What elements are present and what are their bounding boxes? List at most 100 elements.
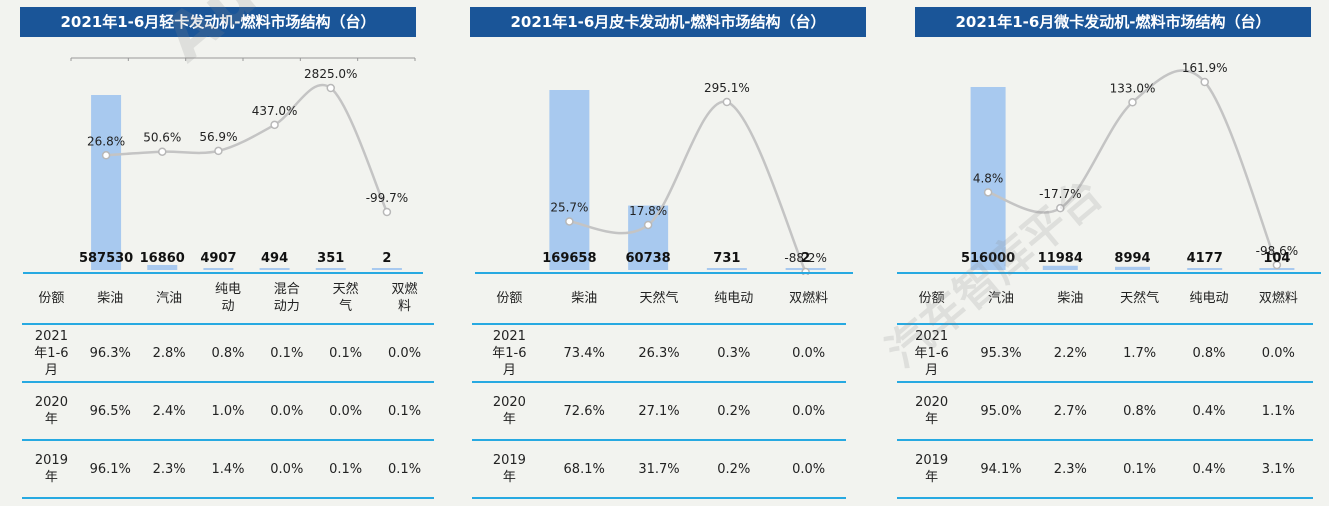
- bar-value-label: 169658: [542, 251, 596, 266]
- table-row: 2020 年 72.6% 27.1% 0.2% 0.0%: [472, 382, 846, 441]
- share-cell: 96.3%: [80, 324, 140, 383]
- growth-label: 56.9%: [199, 130, 237, 144]
- bar: [91, 95, 122, 270]
- line-point: [158, 147, 167, 156]
- share-cell: 72.6%: [546, 382, 622, 441]
- share-cell: 0.4%: [1174, 382, 1244, 441]
- table-header-cell: 纯电动: [1174, 273, 1244, 325]
- table-row: 2021 年1-6 月 95.3% 2.2% 1.7% 0.8% 0.0%: [897, 324, 1313, 383]
- share-cell: 0.0%: [1243, 324, 1313, 383]
- table-header-row: 份额 柴油 天然气 纯电动 双燃料: [472, 273, 846, 325]
- mini-truck-panel: 2021年1-6月微卡发动机-燃料市场结构（台） 4.8% -17.7% 133.0…: [885, 0, 1329, 506]
- share-cell: 96.1%: [80, 440, 140, 499]
- share-cell: 2.4%: [139, 382, 199, 441]
- bar-value-label: 11984: [1038, 251, 1083, 266]
- mini-truck-chart: 4.8% -17.7% 133.0% 161.9% -98.6% 516000 11984 8…: [897, 61, 1321, 274]
- row-label-cell: 2021 年1-6 月: [472, 324, 547, 383]
- share-cell: 0.0%: [257, 440, 317, 499]
- table-header-cell: 纯电动: [198, 273, 258, 325]
- bar: [147, 264, 178, 270]
- bar-value-label: 4177: [1187, 251, 1223, 266]
- light-truck-chart-title: 2021年1-6月轻卡发动机-燃料市场结构（台）: [20, 7, 416, 37]
- share-cell: 0.1%: [316, 324, 376, 383]
- share-cell: 2.3%: [139, 440, 199, 499]
- table-header-cell: 双燃料: [771, 273, 846, 325]
- share-cell: 0.0%: [257, 382, 317, 441]
- bar-value-label: 587530: [79, 251, 133, 266]
- row-label-cell: 2021 年1-6 月: [22, 324, 81, 383]
- share-cell: 95.3%: [966, 324, 1036, 383]
- bar: [549, 90, 590, 270]
- bar: [259, 268, 290, 270]
- table-header-cell: 份额: [897, 273, 967, 325]
- row-label-cell: 2020 年: [897, 382, 967, 441]
- bar-value-label: 104: [1263, 251, 1290, 266]
- table-header-cell: 天然气: [316, 273, 376, 325]
- share-cell: 26.3%: [621, 324, 697, 383]
- bar-value-label: 8994: [1114, 251, 1150, 266]
- growth-label: 295.1%: [704, 81, 750, 95]
- share-cell: 27.1%: [621, 382, 697, 441]
- share-cell: 1.0%: [198, 382, 258, 441]
- table-row: 2021 年1-6 月 73.4% 26.3% 0.3% 0.0%: [472, 324, 846, 383]
- growth-label: -88.2%: [784, 251, 826, 265]
- bar-value-label: 351: [317, 251, 344, 266]
- pickup-panel: 2021年1-6月皮卡发动机-燃料市场结构（台） 25.7% 17.8% 295.1…: [445, 0, 885, 506]
- share-cell: 0.3%: [696, 324, 772, 383]
- table-row: 2019 年 96.1% 2.3% 1.4% 0.0% 0.1% 0.1%: [22, 440, 434, 499]
- growth-label: 25.7%: [550, 200, 588, 214]
- line-point: [270, 120, 279, 130]
- share-cell: 0.2%: [696, 382, 772, 441]
- table-header-cell: 双燃料: [375, 273, 434, 325]
- share-cell: 2.2%: [1035, 324, 1105, 383]
- bar: [628, 205, 669, 270]
- table-row: 2019 年 68.1% 31.7% 0.2% 0.0%: [472, 440, 846, 499]
- share-cell: 96.5%: [80, 382, 140, 441]
- bar-value-label: 16860: [140, 251, 185, 266]
- share-cell: 0.4%: [1174, 440, 1244, 499]
- table-header-cell: 汽油: [966, 273, 1036, 325]
- growth-label: 26.8%: [87, 134, 125, 148]
- row-label-cell: 2021 年1-6 月: [897, 324, 967, 383]
- growth-label: 133.0%: [1110, 81, 1156, 95]
- bar: [1042, 265, 1078, 270]
- growth-label: 50.6%: [143, 131, 181, 145]
- table-header-cell: 柴油: [1035, 273, 1105, 325]
- share-cell: 95.0%: [966, 382, 1036, 441]
- bar: [706, 268, 747, 270]
- growth-line: [987, 69, 1279, 266]
- share-cell: 0.0%: [375, 324, 434, 383]
- growth-label: 4.8%: [973, 171, 1004, 185]
- pickup-share-table: 份额 柴油 天然气 纯电动 双燃料 2021 年1-6 月 73.4% 26.3% 0.3% 0.0%…: [472, 273, 846, 499]
- row-label-cell: 2019 年: [897, 440, 967, 499]
- growth-label: 2825.0%: [304, 67, 357, 81]
- line-point: [643, 220, 653, 230]
- share-cell: 94.1%: [966, 440, 1036, 499]
- light-truck-panel: 2021年1-6月轻卡发动机-燃料市场结构（台） 26.8% 50.6% 56.9%…: [0, 0, 445, 506]
- share-cell: 0.8%: [198, 324, 258, 383]
- share-cell: 0.0%: [771, 440, 846, 499]
- share-cell: 0.1%: [257, 324, 317, 383]
- table-row: 2021 年1-6 月 96.3% 2.8% 0.8% 0.1% 0.1% 0.0%: [22, 324, 434, 383]
- table-row: 2019 年 94.1% 2.3% 0.1% 0.4% 3.1%: [897, 440, 1313, 499]
- table-header-row: 份额 柴油 汽油 纯电动混合 动力 天然气双燃料: [22, 273, 434, 325]
- share-cell: 0.8%: [1104, 382, 1175, 441]
- share-cell: 2.8%: [139, 324, 199, 383]
- pickup-chart: 25.7% 17.8% 295.1% -88.2% 169658 60738 731 2: [475, 81, 853, 275]
- bar-value-label: 516000: [961, 251, 1015, 266]
- row-label-cell: 2020 年: [472, 382, 547, 441]
- row-label-cell: 2019 年: [22, 440, 81, 499]
- table-header-cell: 混合 动力: [257, 273, 317, 325]
- table-header-cell: 汽油: [139, 273, 199, 325]
- share-cell: 0.0%: [316, 382, 376, 441]
- share-cell: 1.7%: [1104, 324, 1175, 383]
- light-truck-share-table: 份额 柴油 汽油 纯电动混合 动力 天然气双燃料 2021 年1-6 月 96.3% 2.8% 0.8…: [22, 273, 434, 499]
- share-cell: 68.1%: [546, 440, 622, 499]
- line-point: [101, 151, 111, 160]
- bar: [970, 87, 1006, 270]
- light-truck-chart: 26.8% 50.6% 56.9% 437.0% 2825.0% -99.7% 587530…: [23, 57, 423, 274]
- growth-label: -98.6%: [1256, 244, 1298, 258]
- bar: [1115, 266, 1150, 270]
- line-point: [1200, 77, 1209, 87]
- bar-value-label: 4907: [200, 251, 236, 266]
